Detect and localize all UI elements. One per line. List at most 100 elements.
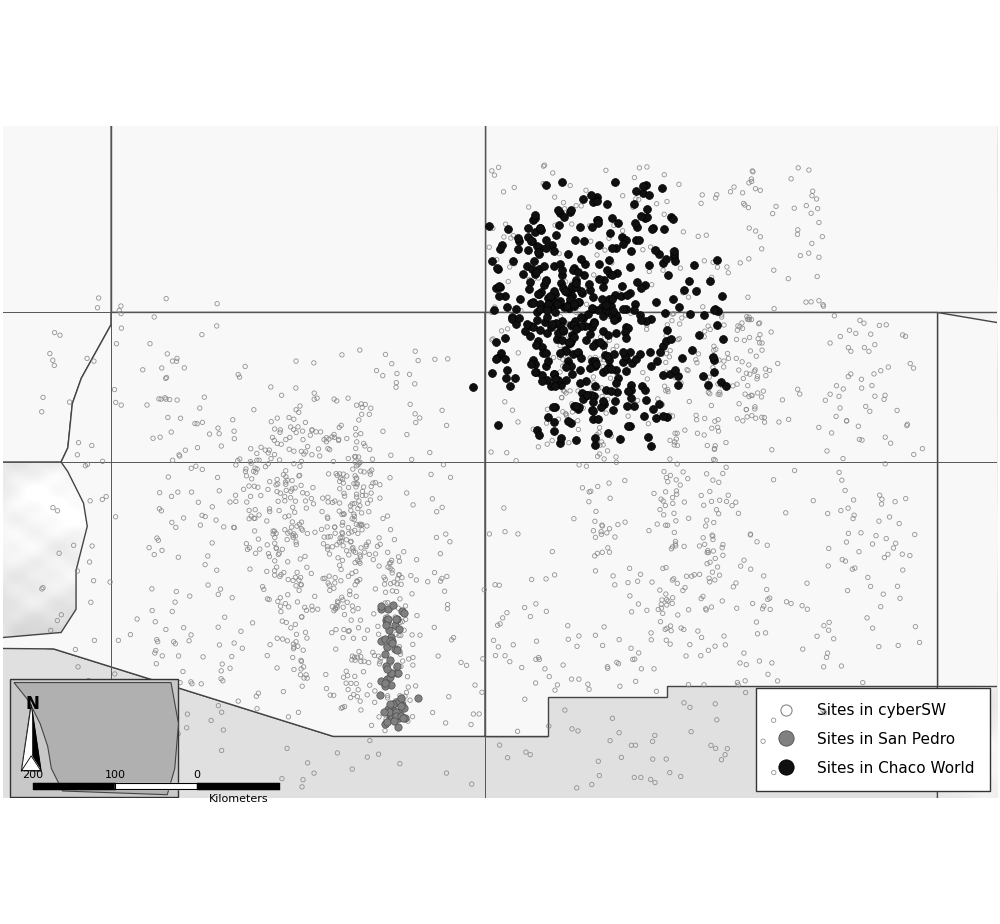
Point (620, 321, 636, 335)
Point (379, 639, 395, 654)
Point (386, 703, 402, 718)
Point (562, 205, 578, 220)
Point (270, 594, 286, 609)
Point (243, 509, 259, 524)
Point (487, 578, 503, 592)
Point (389, 584, 405, 599)
Point (334, 347, 350, 362)
Point (335, 515, 351, 529)
Point (768, 199, 784, 213)
Point (384, 357, 400, 371)
Point (278, 432, 294, 447)
Point (532, 220, 548, 235)
Point (525, 213, 541, 227)
Point (47, 325, 63, 340)
Point (295, 485, 311, 500)
Polygon shape (485, 312, 937, 736)
Point (736, 553, 752, 567)
Point (357, 439, 373, 454)
Point (547, 304, 563, 319)
Point (699, 467, 715, 481)
Point (705, 255, 721, 270)
Point (754, 335, 770, 350)
Point (335, 472, 351, 487)
Point (424, 492, 440, 506)
Point (710, 304, 726, 319)
Polygon shape (21, 756, 41, 771)
Point (354, 517, 370, 532)
Point (168, 584, 184, 599)
Text: 100: 100 (104, 770, 125, 780)
Point (170, 485, 186, 500)
Point (615, 188, 631, 203)
Point (630, 574, 646, 589)
Point (408, 573, 424, 588)
Point (384, 634, 400, 649)
Point (286, 422, 302, 437)
Point (550, 412, 566, 427)
Point (392, 688, 408, 703)
Point (766, 301, 782, 316)
Point (333, 471, 349, 486)
Point (382, 711, 398, 725)
Point (84, 438, 100, 453)
Point (843, 367, 859, 382)
Point (273, 567, 289, 582)
Point (386, 532, 402, 547)
Point (337, 607, 353, 622)
Point (375, 424, 391, 439)
Point (364, 718, 380, 733)
Point (83, 595, 99, 610)
Point (707, 453, 723, 468)
Point (653, 492, 669, 506)
Point (116, 675, 132, 690)
Point (90, 300, 106, 315)
Point (294, 679, 310, 694)
Point (156, 678, 172, 693)
Point (633, 209, 649, 224)
Point (213, 672, 229, 687)
Point (398, 612, 414, 626)
Point (82, 554, 98, 569)
Point (349, 574, 365, 589)
Point (340, 451, 356, 466)
Point (484, 366, 500, 381)
Point (348, 676, 364, 691)
Point (326, 430, 342, 444)
Point (281, 410, 297, 425)
Point (584, 384, 600, 399)
Point (746, 364, 762, 379)
Point (358, 538, 374, 553)
Point (633, 567, 649, 582)
Point (639, 160, 655, 175)
Point (690, 229, 706, 244)
Point (397, 689, 413, 704)
Point (299, 631, 315, 646)
Point (563, 334, 579, 348)
Point (129, 612, 145, 626)
Point (315, 571, 331, 586)
Point (510, 527, 526, 541)
Point (247, 461, 263, 476)
Point (356, 654, 372, 669)
Point (397, 711, 413, 725)
Point (354, 484, 370, 499)
Point (591, 272, 607, 286)
Point (349, 471, 365, 486)
Point (393, 577, 409, 591)
Point (874, 496, 890, 511)
Point (571, 628, 587, 643)
Point (383, 678, 399, 693)
Point (744, 174, 760, 188)
Point (487, 299, 503, 314)
Point (408, 415, 424, 430)
Point (260, 482, 276, 497)
Point (566, 261, 582, 275)
Point (249, 446, 265, 461)
Point (378, 711, 394, 726)
Point (832, 329, 848, 344)
Point (311, 442, 327, 456)
Point (575, 192, 591, 207)
Point (251, 453, 267, 468)
Point (353, 396, 369, 411)
